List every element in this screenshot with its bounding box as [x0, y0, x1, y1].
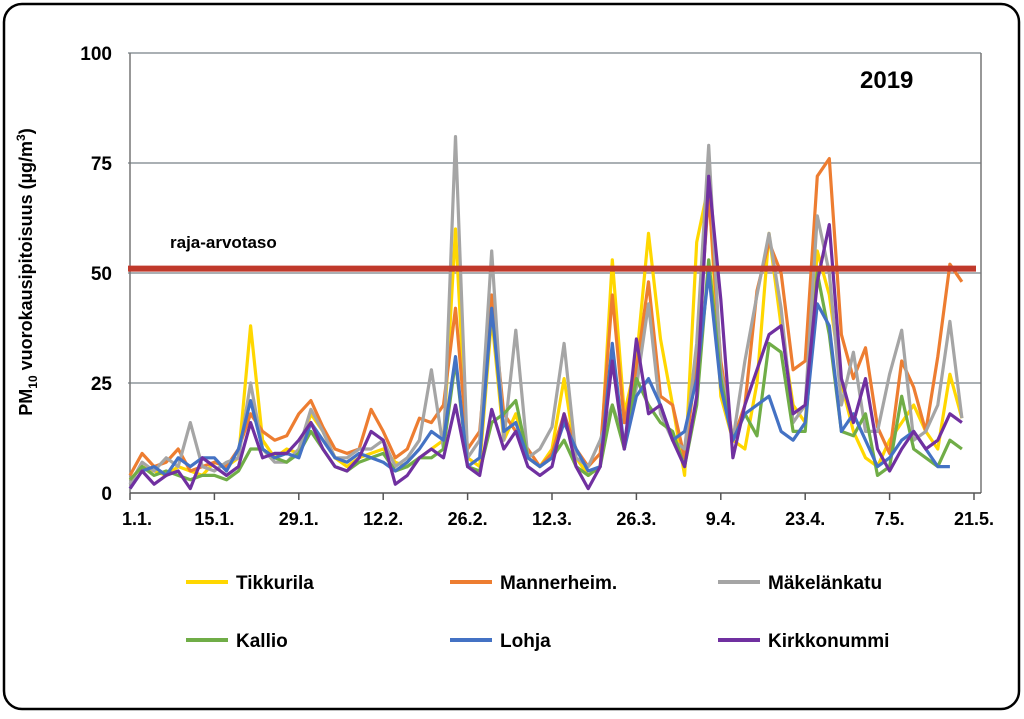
chart-title: 2019: [860, 67, 913, 94]
y-axis-label: PM10 vuorokausipitoisuus (µg/m3): [14, 128, 40, 415]
series-line-mannerheim: [128, 157, 964, 477]
x-tick-label: 26.2.: [448, 509, 488, 529]
y-tick-label: 100: [80, 44, 112, 65]
legend-label: Kirkkonummi: [768, 631, 889, 652]
x-tick-label: 21.5.: [954, 509, 994, 529]
y-tick-labels: 0 25 50 75 100: [80, 44, 112, 505]
x-tick-label: 7.5.: [875, 509, 905, 529]
x-tick-label: 12.2.: [363, 509, 403, 529]
legend-item: Kallio: [186, 631, 288, 652]
series-lines: [128, 135, 964, 491]
axes: [129, 53, 982, 500]
legend-item: Mannerheim.: [450, 573, 617, 594]
legend-item: Kirkkonummi: [718, 631, 889, 652]
x-tick-label: 12.3.: [532, 509, 572, 529]
x-tick-label: 23.4.: [785, 509, 825, 529]
legend-label: Kallio: [236, 631, 288, 652]
x-tick-label: 1.1.: [122, 509, 152, 529]
x-tick-labels: 1.1. 15.1. 29.1. 12.2. 26.2. 12.3. 26.3. 9.4. 23…: [122, 509, 994, 529]
x-tick-label: 29.1.: [279, 509, 319, 529]
legend: Tikkurila Mannerheim. Mäkelänkatu Kallio Loh…: [186, 573, 889, 652]
y-tick-label: 0: [101, 484, 112, 505]
legend-item: Tikkurila: [186, 573, 314, 594]
x-tick-label: 15.1.: [194, 509, 234, 529]
x-tick-label: 26.3.: [616, 509, 656, 529]
legend-item: Lohja: [450, 631, 551, 652]
y-tick-label: 75: [91, 154, 113, 175]
x-tick-label: 9.4.: [706, 509, 736, 529]
legend-label: Mäkelänkatu: [768, 573, 882, 594]
y-tick-label: 25: [91, 374, 113, 395]
limit-label: raja-arvotaso: [170, 233, 277, 252]
series-line-lohja: [128, 271, 950, 490]
legend-label: Tikkurila: [236, 573, 314, 594]
y-tick-label: 50: [91, 264, 112, 285]
legend-item: Mäkelänkatu: [718, 573, 882, 594]
series-line-kirkkonummi: [128, 174, 963, 491]
legend-label: Mannerheim.: [500, 573, 617, 594]
legend-label: Lohja: [500, 631, 551, 652]
